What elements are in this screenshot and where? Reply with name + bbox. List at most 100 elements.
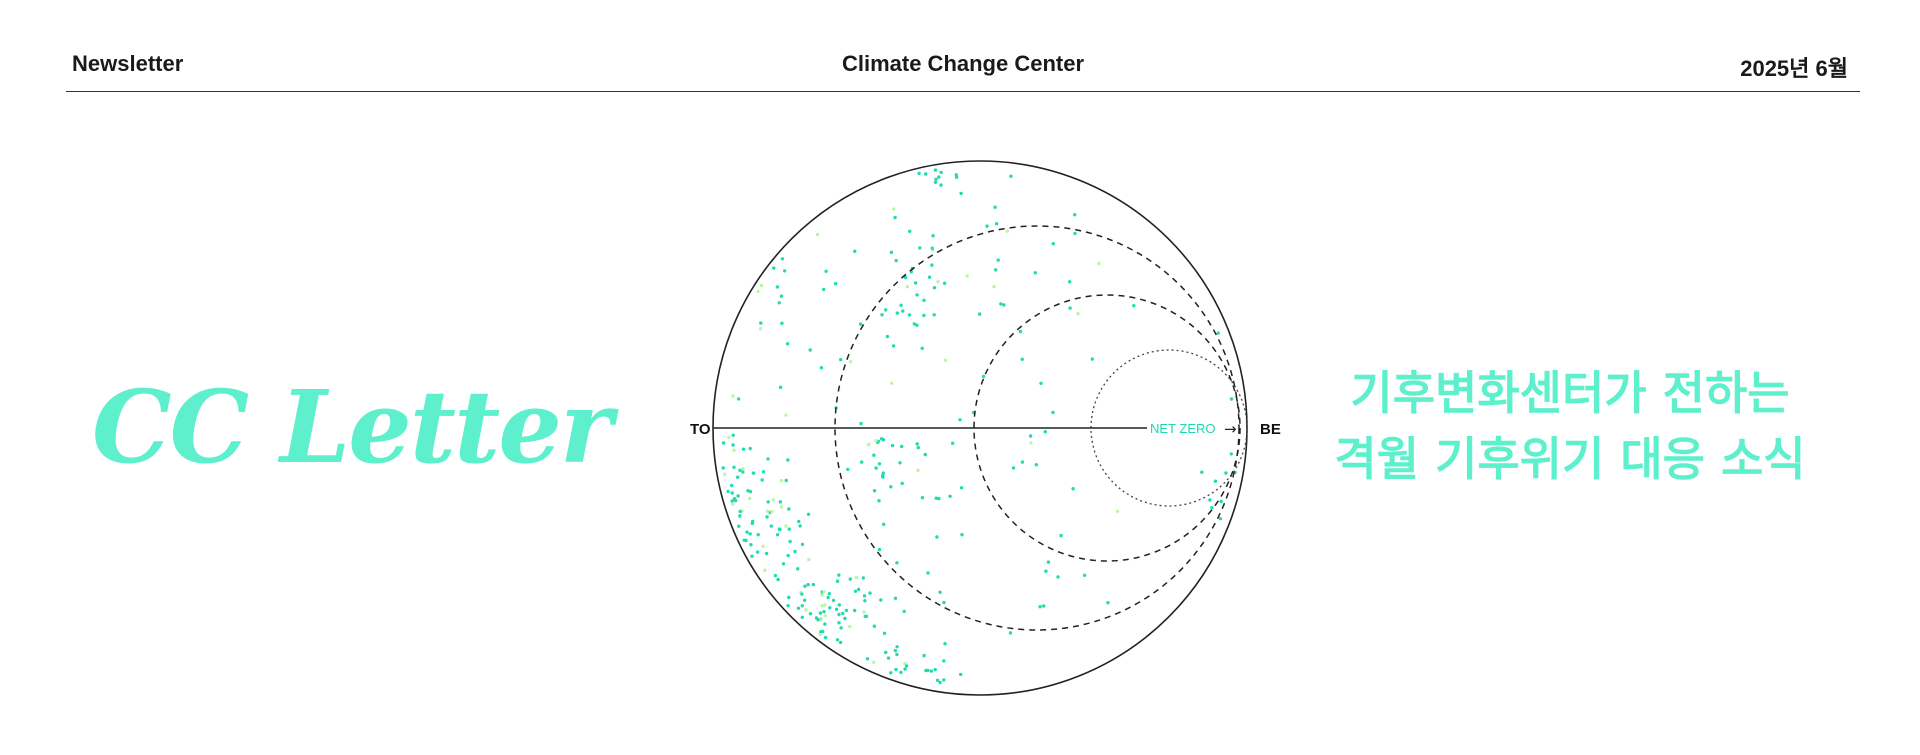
scatter-dot [872, 660, 876, 664]
scatter-dot [977, 312, 982, 316]
scatter-dot [787, 507, 791, 511]
scatter-dot [938, 590, 942, 594]
scatter-dot [758, 327, 763, 331]
scatter-dot [849, 360, 853, 364]
scatter-dot [761, 470, 766, 474]
scatter-dot [882, 522, 886, 526]
scatter-dot [730, 491, 734, 495]
scatter-dot [985, 224, 989, 228]
scatter-dot [822, 287, 826, 292]
scatter-dot [759, 283, 764, 288]
scatter-dot [777, 301, 781, 305]
scatter-dot [1097, 261, 1101, 266]
scatter-dot [1208, 498, 1212, 502]
scatter-dot [1229, 452, 1233, 456]
tagline-line-1: 기후변화센터가 전하는 [1350, 366, 1790, 420]
scatter-dot [1216, 331, 1220, 335]
scatter-dot [994, 222, 999, 226]
scatter-dot [837, 603, 841, 607]
scatter-dot [824, 269, 828, 273]
scatter-dot [922, 298, 926, 302]
scatter-dot [738, 468, 742, 472]
scatter-dot [763, 568, 767, 572]
scatter-dot [1042, 604, 1046, 608]
scatter-dot [771, 498, 775, 502]
scatter-dot [730, 499, 734, 503]
scatter-dot [893, 648, 897, 653]
scatter-dot [942, 659, 946, 663]
scatter-dot [746, 489, 750, 493]
scatter-dot [787, 595, 791, 600]
scatter-dot [777, 527, 782, 531]
scatter-dot [793, 549, 797, 554]
scatter-dot [756, 289, 760, 294]
scatter-dot [800, 615, 804, 619]
scatter-dot [1005, 229, 1009, 233]
scatter-dot [785, 342, 790, 346]
scatter-dot [770, 509, 774, 514]
arrow-icon: → [1224, 420, 1237, 438]
scatter-dot [823, 614, 827, 618]
scatter-dot [879, 598, 883, 602]
cc-letter-logo: CC Letter [92, 368, 613, 486]
scatter-dot [902, 609, 906, 614]
scatter-dot [786, 604, 790, 608]
scatter-dot [889, 485, 893, 489]
scatter-dot [818, 632, 822, 637]
scatter-dot [881, 471, 885, 475]
scatter-dot [827, 592, 831, 596]
scatter-dot [828, 606, 832, 610]
scatter-dot [749, 543, 753, 547]
scatter-dot [819, 618, 823, 622]
scatter-dot [867, 442, 871, 446]
scatter-dot [862, 610, 866, 614]
scatter-dot [903, 667, 907, 671]
scatter-dot [1029, 441, 1033, 445]
scatter-dot [760, 478, 764, 482]
scatter-dot [772, 266, 776, 270]
scatter-dot [882, 631, 887, 635]
scatter-dot [899, 670, 903, 675]
scatter-dots [721, 168, 1237, 685]
scatter-dot [1068, 280, 1072, 284]
scatter-dot [872, 489, 877, 493]
scatter-dot [736, 397, 741, 401]
scatter-dot [951, 441, 955, 445]
scatter-dot [838, 640, 843, 645]
scatter-dot [755, 550, 760, 554]
scatter-dot [751, 519, 755, 524]
scatter-dot [786, 553, 790, 558]
scatter-dot [858, 322, 863, 326]
scatter-dot [993, 205, 997, 209]
scatter-dot [766, 457, 770, 461]
scatter-dot [811, 582, 816, 587]
scatter-dot [820, 604, 824, 608]
scatter-dot [877, 547, 882, 552]
scatter-dot [922, 653, 926, 658]
scatter-dot [822, 610, 826, 614]
scatter-dot [775, 285, 780, 289]
scatter-dot [848, 577, 852, 581]
scatter-dot [732, 465, 736, 469]
scatter-dot [889, 250, 894, 254]
scatter-dot [893, 215, 897, 220]
scatter-dot [917, 171, 921, 176]
scatter-dot [1213, 479, 1218, 483]
scatter-dot [936, 280, 940, 284]
scatter-dot [780, 321, 784, 325]
scatter-dot [958, 418, 962, 422]
scatter-dot [942, 678, 946, 682]
scatter-dot [939, 170, 943, 175]
scatter-dot [999, 302, 1003, 306]
scatter-dot [959, 486, 964, 490]
scatter-dot [779, 294, 784, 298]
scatter-dot [778, 385, 783, 389]
scatter-dot [954, 173, 958, 177]
scatter-dot [808, 348, 812, 352]
scatter-dot [831, 598, 836, 603]
scatter-dot [773, 573, 778, 578]
scatter-dot [930, 246, 934, 250]
scatter-dot [1090, 357, 1094, 361]
scatter-dot [726, 489, 730, 494]
scatter-dot [826, 595, 830, 600]
